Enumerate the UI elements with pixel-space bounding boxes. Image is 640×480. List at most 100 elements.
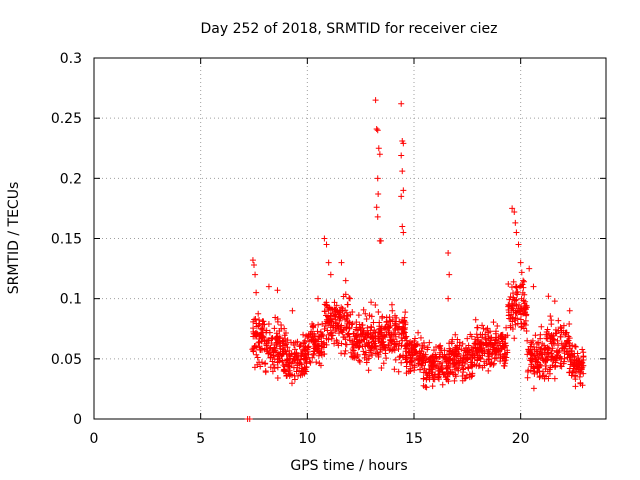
data-point (250, 347, 257, 354)
data-point (452, 331, 459, 338)
data-point (284, 344, 291, 351)
data-point (308, 337, 315, 344)
data-point (533, 340, 540, 347)
data-point (571, 343, 578, 350)
data-point (273, 340, 280, 347)
data-point (535, 344, 542, 351)
data-point (282, 330, 289, 337)
data-point (578, 365, 585, 372)
data-point (283, 356, 290, 363)
data-point (551, 298, 558, 305)
data-point (439, 368, 446, 375)
data-point (409, 346, 416, 353)
data-point (284, 372, 291, 379)
data-point (426, 339, 433, 346)
data-point (251, 333, 258, 340)
data-point (474, 349, 481, 356)
data-point (284, 337, 291, 344)
data-point (323, 301, 330, 308)
data-point (419, 344, 426, 351)
data-point (279, 339, 286, 346)
data-point (524, 374, 531, 381)
data-point (341, 350, 348, 357)
data-point (373, 204, 380, 211)
data-point (459, 340, 466, 347)
data-point (309, 334, 316, 341)
data-point (395, 345, 402, 352)
data-point (346, 333, 353, 340)
data-point (376, 319, 383, 326)
data-point (284, 362, 291, 369)
y-tick-label: 0.15 (51, 232, 82, 248)
data-point (262, 369, 269, 376)
y-tick-label: 0.25 (51, 111, 82, 127)
data-point (446, 271, 453, 278)
data-point (246, 416, 253, 422)
data-point (375, 335, 382, 342)
data-point (391, 347, 398, 354)
data-point (292, 353, 299, 360)
data-point (351, 330, 358, 337)
data-point (575, 362, 582, 369)
data-point (374, 213, 381, 220)
data-point (465, 342, 472, 349)
data-points (244, 97, 587, 422)
data-point (395, 368, 402, 375)
data-point (523, 311, 530, 318)
data-point (500, 343, 507, 350)
x-tick-label: 0 (90, 431, 99, 447)
data-point (514, 307, 521, 314)
data-point (253, 320, 260, 327)
data-point (432, 355, 439, 362)
data-point (445, 370, 452, 377)
data-point (360, 306, 367, 313)
data-point (399, 326, 406, 333)
data-point (348, 321, 355, 328)
data-point (435, 368, 442, 375)
data-point (411, 335, 418, 342)
data-point (426, 374, 433, 381)
y-axis-label: SRMTID / TECUs (6, 182, 22, 295)
data-point (441, 347, 448, 354)
data-point (356, 342, 363, 349)
data-point (289, 380, 296, 387)
data-point (435, 344, 442, 351)
data-point (249, 257, 256, 264)
data-point (566, 307, 573, 314)
data-point (281, 325, 288, 332)
data-point (580, 353, 587, 360)
data-point (557, 353, 564, 360)
data-point (363, 316, 370, 323)
data-point (271, 325, 278, 332)
data-point (396, 354, 403, 361)
data-point (276, 343, 283, 350)
data-point (513, 283, 520, 290)
data-point (463, 355, 470, 362)
data-point (283, 340, 290, 347)
data-point (393, 338, 400, 345)
data-point (294, 338, 301, 345)
data-point (272, 347, 279, 354)
data-point (523, 327, 530, 334)
data-point (270, 361, 277, 368)
data-point (255, 310, 262, 317)
data-point (537, 335, 544, 342)
data-point (376, 330, 383, 337)
data-point (396, 331, 403, 338)
data-point (420, 375, 427, 382)
data-point (419, 360, 426, 367)
data-point (416, 355, 423, 362)
data-point (461, 375, 468, 382)
data-point (377, 237, 384, 244)
data-point (411, 364, 418, 371)
data-point (439, 381, 446, 388)
data-point (342, 347, 349, 354)
data-point (479, 331, 486, 338)
data-point (326, 304, 333, 311)
data-point (354, 331, 361, 338)
data-point (579, 346, 586, 353)
data-point (512, 321, 519, 328)
data-point (402, 334, 409, 341)
data-point (433, 363, 440, 370)
data-point (264, 337, 271, 344)
